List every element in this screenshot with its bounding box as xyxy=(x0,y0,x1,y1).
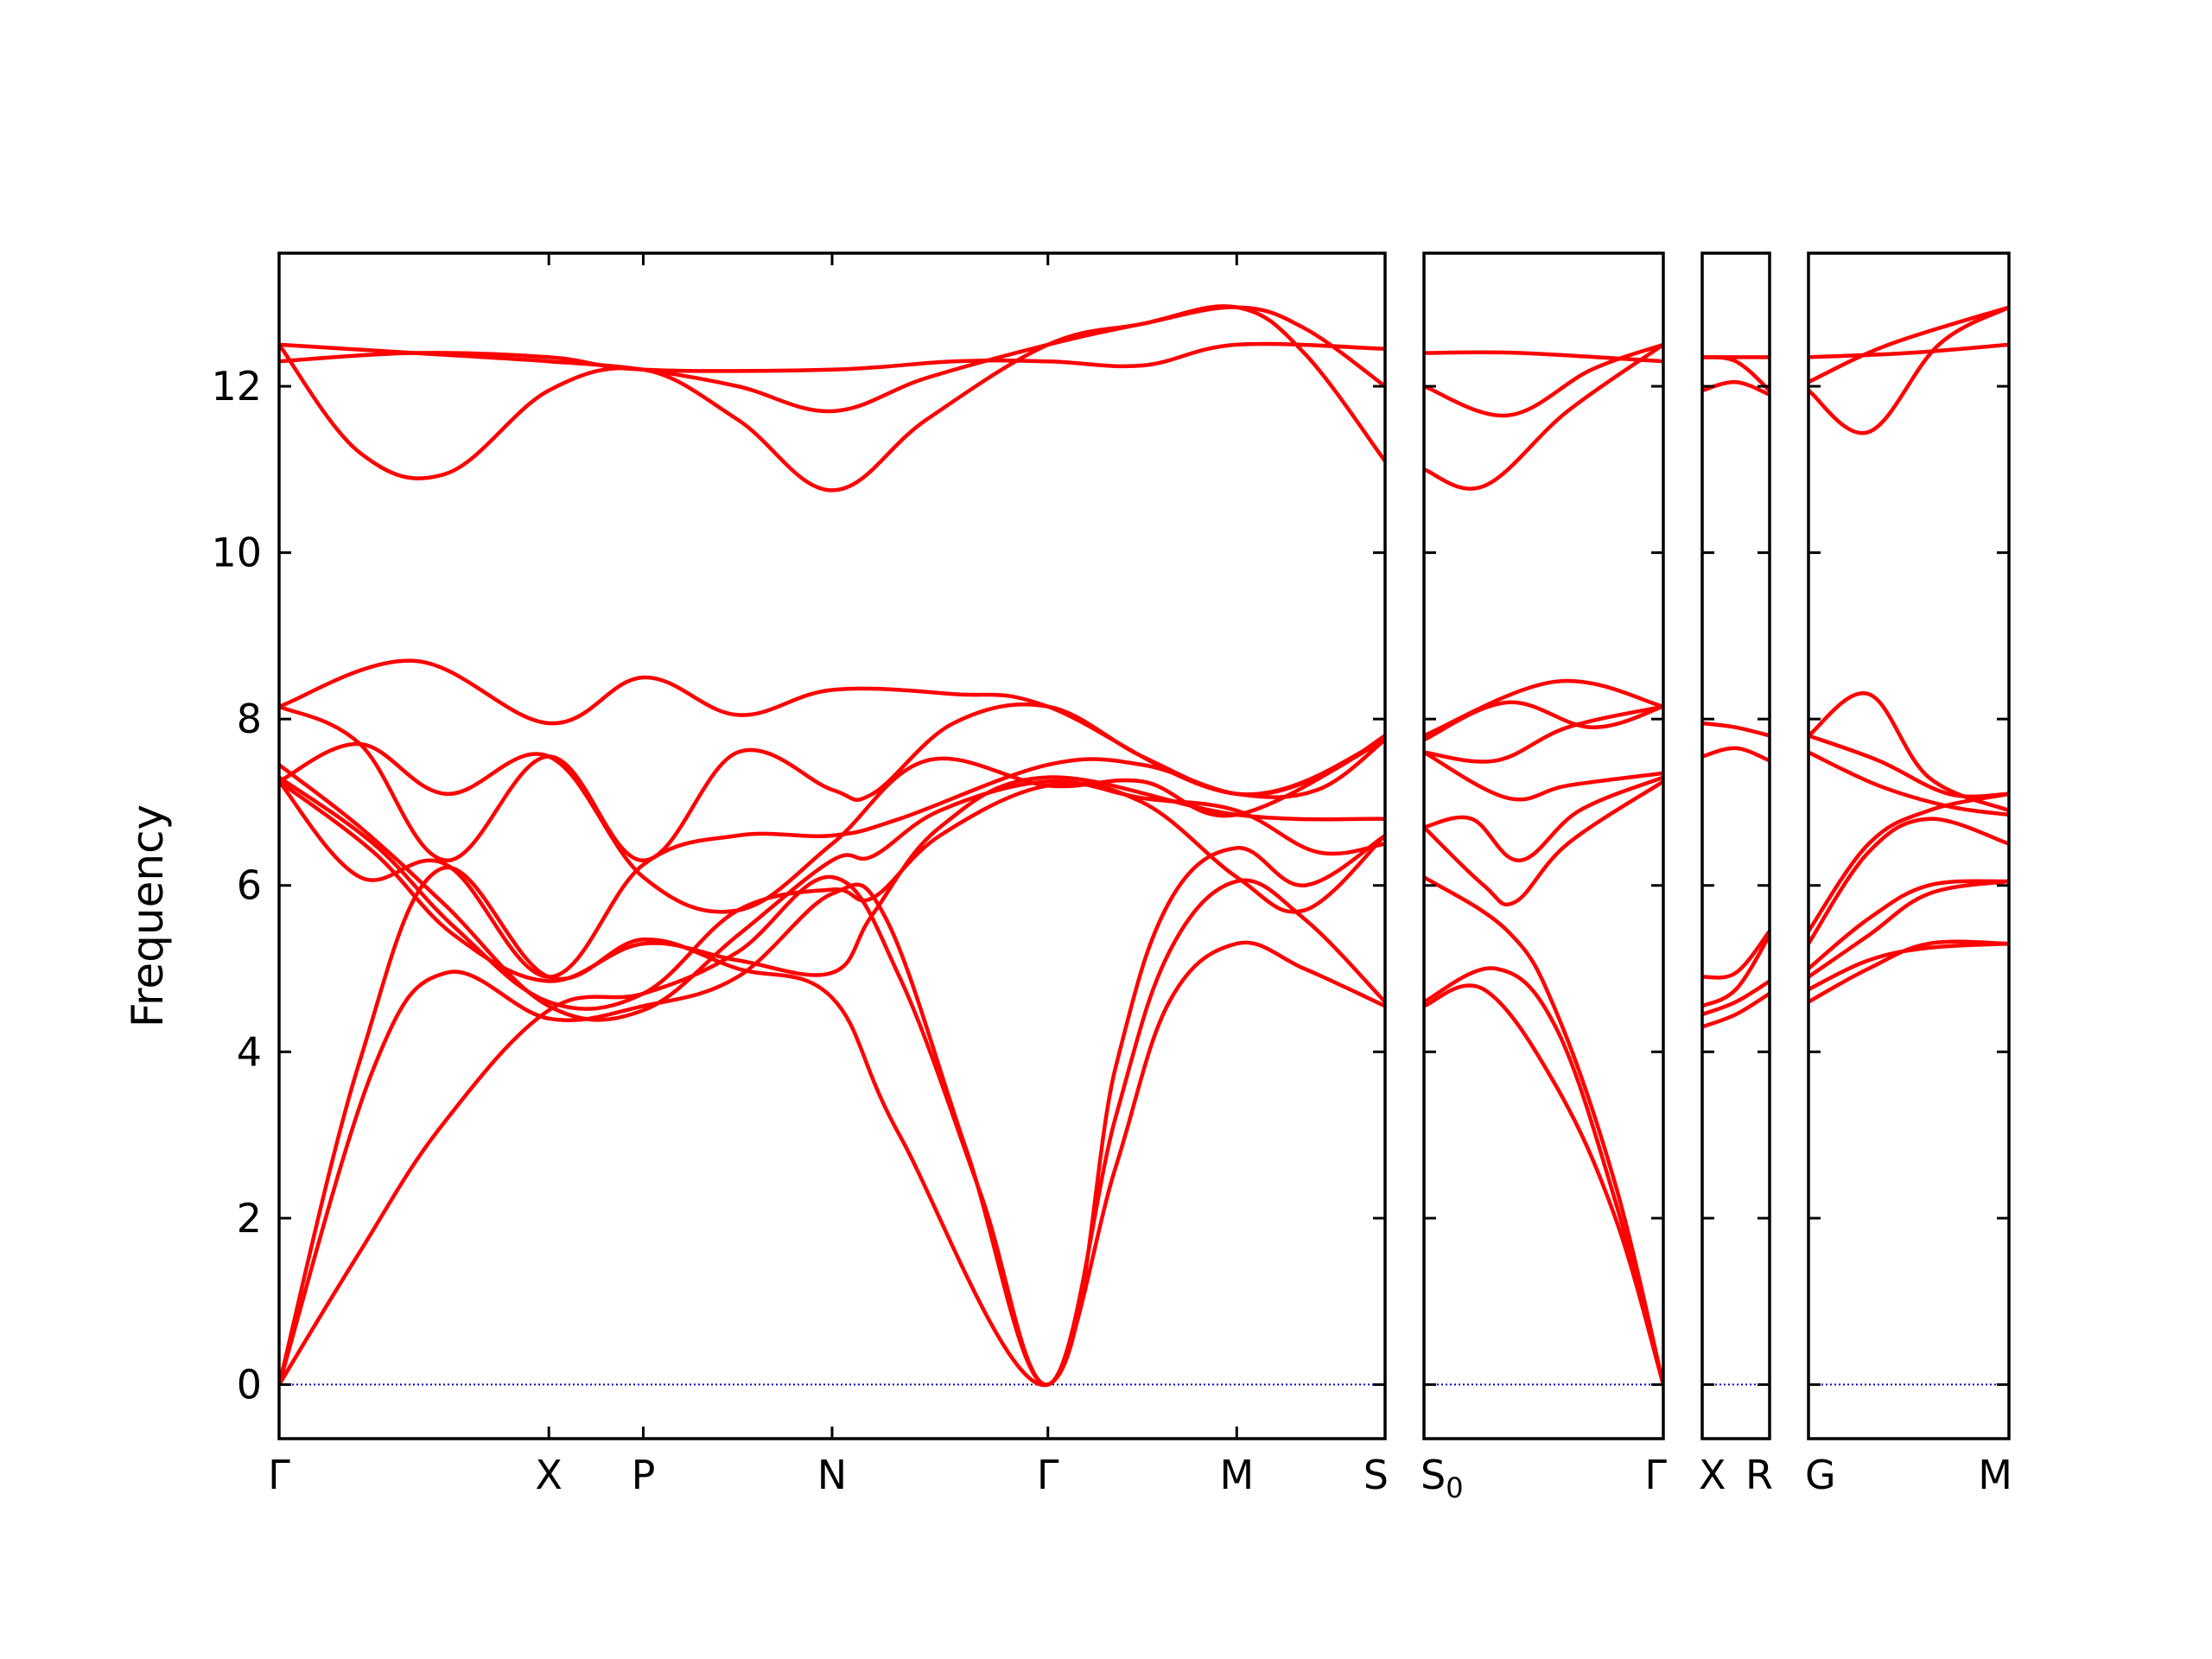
panel-2-band-6 xyxy=(1424,750,1663,802)
panel-1-band-1 xyxy=(279,874,1385,1387)
panel-3-band-6 xyxy=(1702,721,1770,738)
ytick-label-5: 10 xyxy=(211,530,262,576)
panel-4-xtick-label-0: G xyxy=(1805,1452,1836,1498)
panel-1-band-2 xyxy=(279,878,1385,1387)
panel-2-band-11 xyxy=(1424,342,1663,418)
panel-1-band-13 xyxy=(279,341,1385,373)
panel-2-band-5 xyxy=(1424,779,1663,907)
y-axis-label: Frequency xyxy=(123,804,173,1027)
panel-2-xtick-label-0: S0 xyxy=(1421,1452,1464,1504)
panel-1-band-11 xyxy=(279,304,1385,493)
panel-2-band-9 xyxy=(1424,678,1663,738)
panel-3-band-1 xyxy=(1702,991,1770,1029)
panel-1-band-5 xyxy=(279,775,1385,1011)
panel-2-band-3 xyxy=(1424,874,1663,1387)
panel-1-xtick-label-2: P xyxy=(632,1452,656,1498)
panel-1-band-4 xyxy=(279,762,1385,1022)
panel-2-band-8 xyxy=(1424,700,1663,742)
panel-2-frame xyxy=(1422,251,1665,1440)
panel-4-band-8 xyxy=(1808,691,2009,813)
panel-4-band-10 xyxy=(1808,305,2009,435)
panel-4-band-11 xyxy=(1808,305,2009,385)
panel-3-band-7 xyxy=(1702,379,1770,397)
ytick-label-3: 6 xyxy=(237,862,262,909)
panel-1-band-12 xyxy=(279,305,1385,414)
panel-3-xtick-label-0: X xyxy=(1699,1452,1726,1498)
panel-2-band-7 xyxy=(1424,704,1663,764)
panel-3-band-2 xyxy=(1702,979,1770,1017)
panel-2-band-4 xyxy=(1424,775,1663,863)
panel-3-band-3 xyxy=(1702,933,1770,1008)
panel-1-xtick-label-4: Γ xyxy=(1037,1452,1059,1498)
panel-3-band-4 xyxy=(1702,929,1770,980)
panel-4-xtick-label-1: M xyxy=(1978,1452,2012,1498)
panel-3-xtick-label-1: R xyxy=(1745,1452,1773,1498)
panel-2-band-10 xyxy=(1424,342,1663,491)
panel-3-frame xyxy=(1700,251,1771,1440)
panel-4-band-7 xyxy=(1808,750,2009,817)
panel-1-xtick-label-3: N xyxy=(817,1452,847,1498)
panel-1-xtick-label-1: X xyxy=(535,1452,563,1498)
ytick-label-6: 12 xyxy=(211,363,262,410)
panel-4-frame xyxy=(1807,251,2011,1440)
ytick-label-2: 4 xyxy=(237,1028,262,1075)
panel-3-band-5 xyxy=(1702,746,1770,763)
panel-3-bands xyxy=(1702,355,1770,1029)
ytick-label-1: 2 xyxy=(237,1195,262,1242)
ytick-label-4: 8 xyxy=(237,696,262,742)
panel-2-band-12 xyxy=(1424,350,1663,364)
panel-4-band-9 xyxy=(1808,734,2009,799)
panel-1-xtick-label-5: M xyxy=(1219,1452,1254,1498)
panel-4-band-6 xyxy=(1808,791,2009,933)
panel-4-band-5 xyxy=(1808,817,2009,946)
panel-1-band-10 xyxy=(279,658,1385,797)
panel-1: Γ X P N Γ M S 0 2 4 6 8 10 12 xyxy=(211,251,1389,1498)
panel-4-band-12 xyxy=(1808,342,2009,359)
panel-1-bands xyxy=(279,304,1385,1388)
panel-4-band-3 xyxy=(1808,879,2009,979)
panel-2-bands xyxy=(1424,342,1663,1387)
panel-1-xtick-label-6: S xyxy=(1363,1452,1389,1498)
panel-4-bands xyxy=(1808,305,2009,1004)
panel-2-band-1 xyxy=(1424,983,1663,1387)
panel-4-band-2 xyxy=(1808,941,2009,992)
panel-2: S0 Γ xyxy=(1421,251,1667,1504)
panel-1-band-8 xyxy=(279,737,1385,914)
panel-2-xtick-label-1: Γ xyxy=(1644,1452,1667,1498)
panel-4-band-4 xyxy=(1808,879,2009,971)
panel-1-xtick-label-0: Γ xyxy=(268,1452,290,1498)
ytick-label-0: 0 xyxy=(237,1361,262,1408)
panel-2-band-2 xyxy=(1424,966,1663,1387)
panel-1-band-6 xyxy=(279,775,1385,983)
